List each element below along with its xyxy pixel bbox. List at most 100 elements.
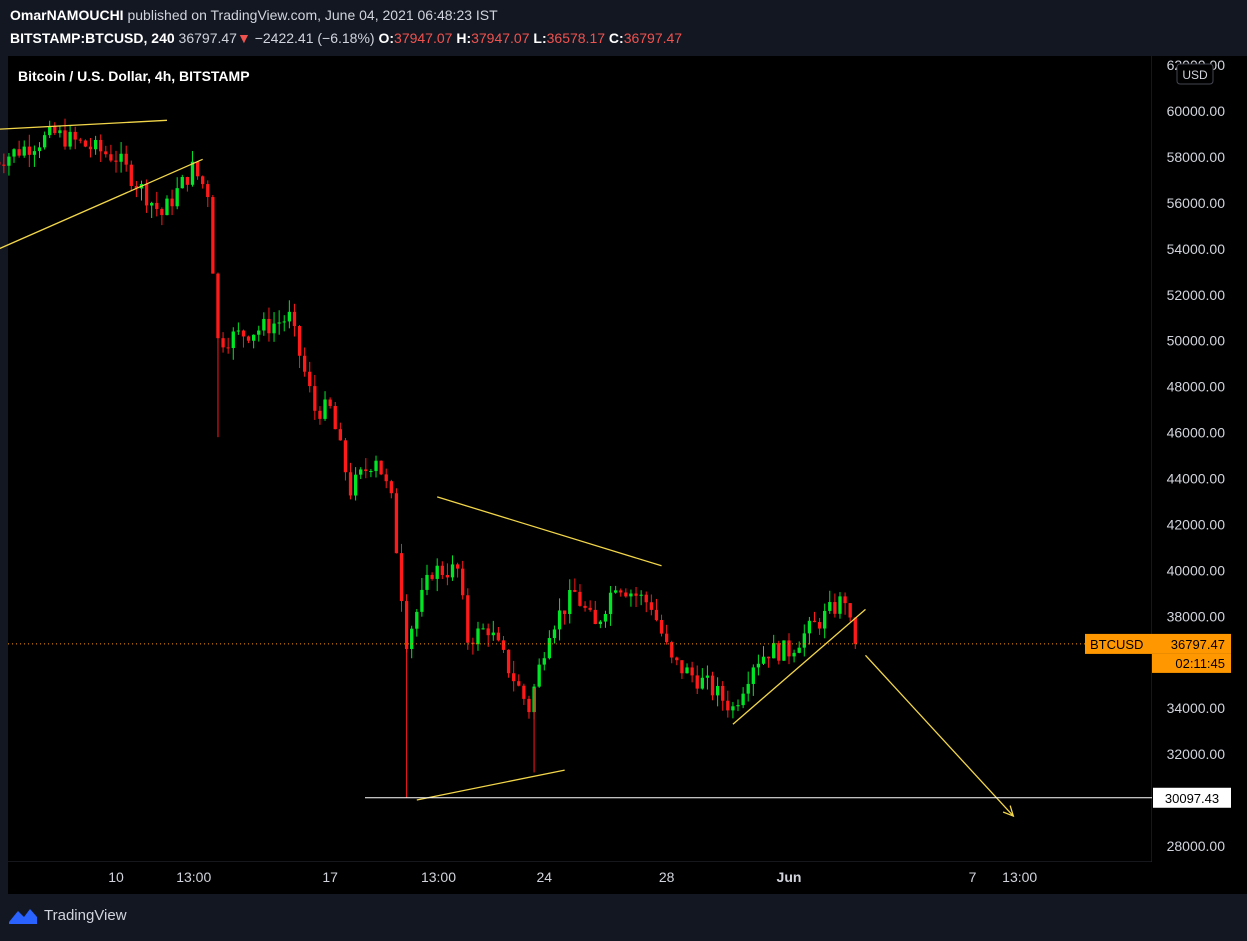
open-label: O:: [378, 30, 395, 46]
candle-body: [262, 318, 266, 331]
publish-info: OmarNAMOUCHI published on TradingView.co…: [10, 7, 498, 23]
candle-body: [63, 130, 67, 147]
candle-body: [165, 198, 169, 216]
time-tick-label: 10: [108, 869, 124, 885]
candle-body: [287, 311, 292, 322]
candle-body: [277, 322, 281, 324]
candle-body: [206, 184, 210, 198]
brand-name: TradingView: [44, 906, 127, 924]
candle-body: [42, 135, 47, 148]
candle-body: [593, 609, 597, 625]
candle-body: [445, 574, 450, 578]
candle-body: [394, 493, 399, 554]
candle-body: [104, 151, 108, 155]
countdown-badge: [1152, 653, 1231, 673]
candle-body: [313, 386, 317, 411]
candle-body: [710, 675, 715, 696]
candle-body: [501, 640, 506, 650]
down-arrow-icon: ▼: [236, 30, 251, 46]
candle-body: [568, 589, 572, 614]
candle-body: [690, 667, 694, 676]
candle-body: [129, 164, 133, 187]
candle-body: [557, 610, 562, 630]
time-tick-label: 13:00: [176, 869, 211, 885]
candle-body: [761, 656, 766, 664]
candle-body: [517, 681, 521, 686]
time-tick-label: 17: [322, 869, 338, 885]
candle-body: [603, 613, 608, 622]
symbol-name: BITSTAMP:BTCUSD, 240: [10, 30, 175, 46]
candle-body: [664, 633, 669, 643]
candle-body: [583, 605, 587, 608]
price-tick-label: 56000.00: [1167, 195, 1226, 211]
author-name[interactable]: OmarNAMOUCHI: [10, 7, 124, 23]
tradingview-branding[interactable]: TradingView: [8, 905, 127, 925]
candle-body: [455, 564, 460, 569]
trendline: [0, 119, 168, 130]
current-price-value: 36797.47: [1171, 637, 1225, 652]
price-tick-label: 42000.00: [1167, 516, 1226, 532]
candle-body: [466, 595, 470, 643]
candle-body: [756, 663, 761, 668]
candle-body: [670, 642, 674, 658]
tradingview-logo-icon: [9, 909, 37, 924]
last-price: 36797.47: [178, 30, 237, 46]
candle-body: [425, 574, 429, 590]
high-label: H:: [456, 30, 472, 46]
candle-body: [83, 140, 88, 147]
candle-body: [99, 139, 103, 152]
price-tick-label: 48000.00: [1167, 379, 1226, 395]
candle-body: [389, 481, 393, 494]
candle-body: [48, 126, 52, 136]
price-tick-label: 32000.00: [1167, 746, 1226, 762]
candle-body: [297, 326, 302, 356]
candle-body: [772, 643, 776, 659]
candle-body: [348, 472, 353, 496]
currency-button[interactable]: [1176, 63, 1214, 85]
candle-body: [58, 130, 62, 134]
candle-body: [415, 611, 419, 629]
time-axis[interactable]: [8, 862, 1152, 894]
candle-body: [512, 673, 516, 682]
candle-body: [267, 318, 271, 334]
candle-body: [175, 188, 179, 207]
current-price-symbol: BTCUSD: [1090, 637, 1143, 652]
candle-body: [777, 643, 781, 661]
candle-body: [639, 594, 643, 596]
candle-body: [27, 146, 31, 155]
price-tick-label: 40000.00: [1167, 562, 1226, 578]
candle-body: [93, 139, 98, 150]
candle-body: [537, 664, 541, 687]
candle-body: [741, 693, 745, 706]
candle-body: [848, 603, 852, 618]
candle-body: [782, 640, 786, 661]
candle-body: [68, 131, 72, 147]
low-label: L:: [533, 30, 547, 46]
price-axis[interactable]: [1152, 56, 1247, 894]
candle-body: [302, 355, 307, 372]
candle-body: [17, 149, 21, 156]
candle-body: [144, 184, 149, 206]
candle-body: [833, 602, 837, 614]
candle-body: [624, 592, 628, 597]
candle-body: [578, 591, 582, 606]
candle-body: [226, 347, 230, 349]
candle-body: [359, 469, 363, 475]
candle-body: [246, 336, 251, 341]
candle-body: [211, 197, 215, 274]
candle-body: [134, 186, 139, 189]
candle-body: [654, 609, 659, 620]
candle-body: [88, 146, 93, 150]
candle-body: [201, 176, 205, 185]
candle-body: [22, 146, 26, 156]
candle-body: [751, 667, 755, 684]
candle-body: [323, 399, 327, 419]
candle-body: [12, 149, 16, 157]
candle-body: [675, 657, 679, 661]
candle-body: [542, 658, 546, 665]
candle-body: [685, 667, 689, 674]
candle-body: [598, 621, 603, 625]
plot-area[interactable]: [8, 56, 1152, 862]
candle-body: [399, 553, 404, 602]
